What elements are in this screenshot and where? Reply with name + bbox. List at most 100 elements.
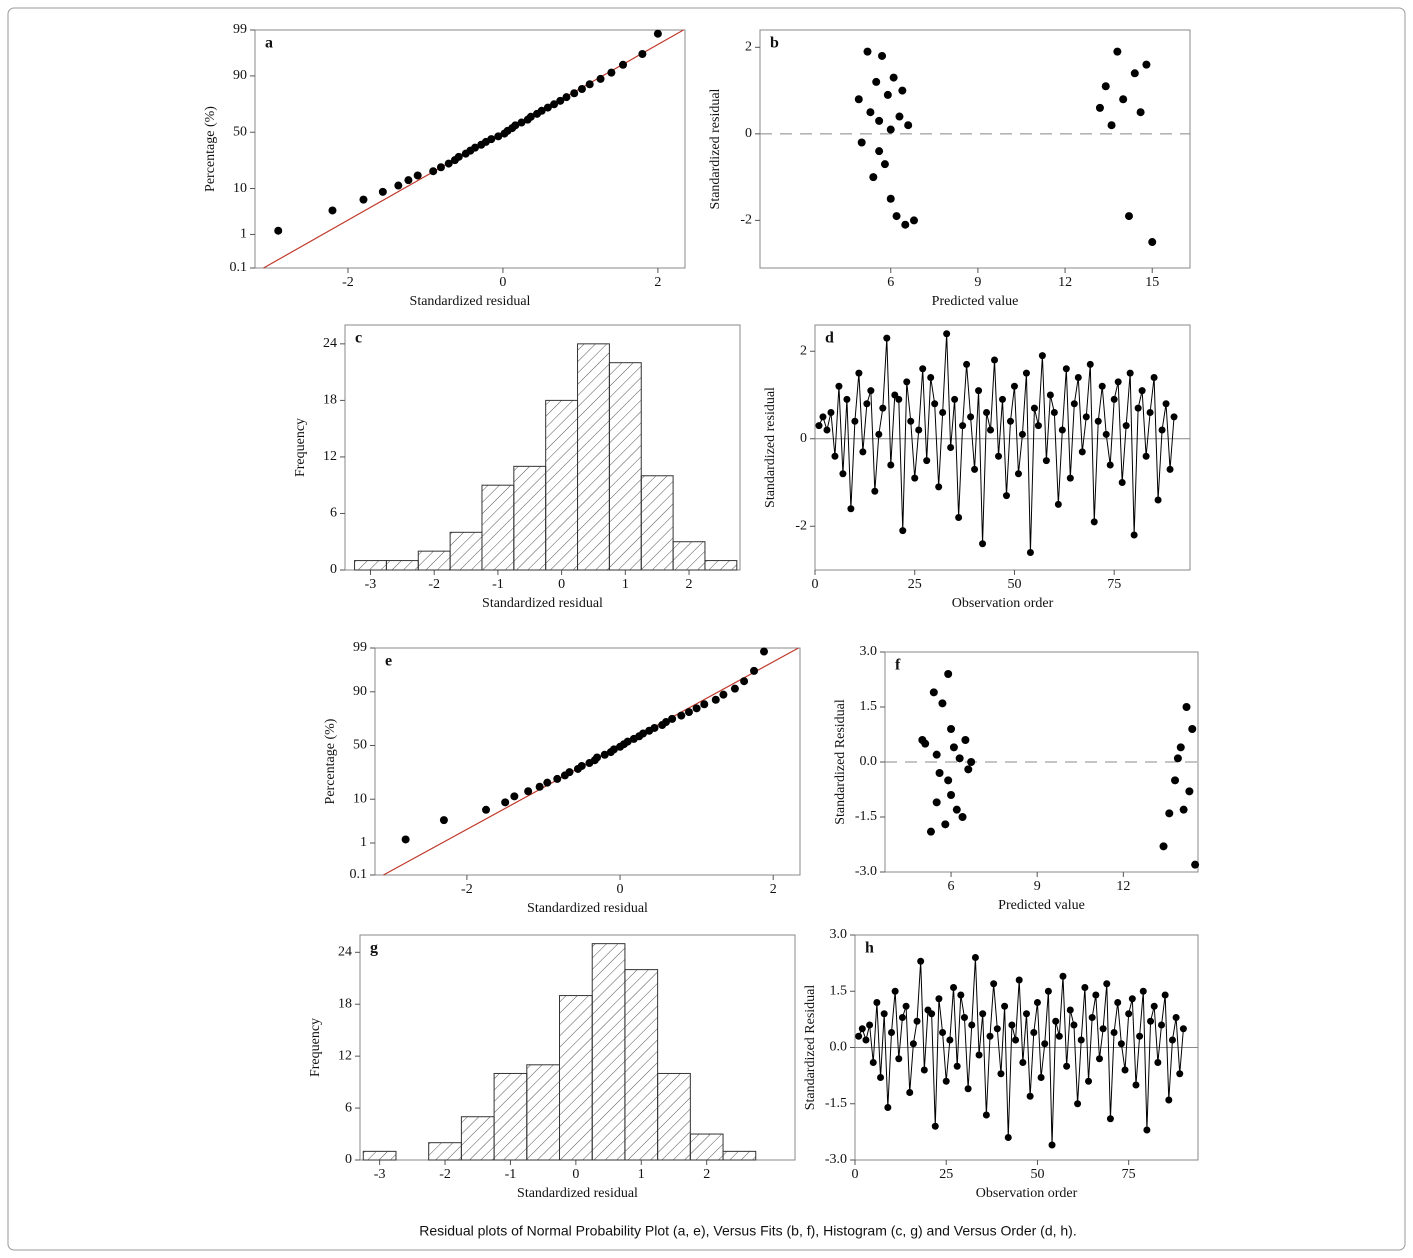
x-tick-label: 1 [622, 577, 629, 592]
y-tick-label: -3.0 [825, 1152, 847, 1167]
point [887, 195, 895, 203]
x-axis-label: Observation order [976, 1186, 1078, 1201]
point [1027, 549, 1034, 556]
point [944, 670, 952, 678]
point [892, 988, 899, 995]
point [938, 699, 946, 707]
y-tick-label: -3.0 [855, 864, 877, 879]
bar [705, 561, 737, 570]
x-tick-label: 6 [948, 879, 955, 894]
point [524, 787, 532, 795]
point [1165, 1097, 1172, 1104]
point [904, 121, 912, 129]
point [835, 383, 842, 390]
point [1169, 1037, 1176, 1044]
point [501, 798, 509, 806]
point [1081, 984, 1088, 991]
x-tick-label: 50 [1007, 577, 1021, 592]
y-tick-label: -1.5 [825, 1096, 847, 1111]
point [1132, 1082, 1139, 1089]
point [878, 52, 886, 60]
point [1096, 104, 1104, 112]
x-tick-label: 75 [1107, 577, 1121, 592]
x-tick-label: 25 [939, 1167, 953, 1182]
point [510, 792, 518, 800]
x-tick-label: 0 [852, 1167, 859, 1182]
point [593, 753, 601, 761]
y-tick-label: 10 [233, 181, 247, 196]
point [1162, 992, 1169, 999]
point [740, 677, 748, 685]
point [1127, 370, 1134, 377]
y-tick-label: 0.0 [860, 754, 878, 769]
point [1185, 787, 1193, 795]
x-tick-label: 0 [572, 1167, 579, 1182]
point [911, 475, 918, 482]
bar [592, 944, 625, 1160]
point [700, 700, 708, 708]
point [1108, 121, 1116, 129]
point [1087, 361, 1094, 368]
point [964, 765, 972, 773]
point [1067, 1007, 1074, 1014]
caption: Residual plots of Normal Probability Plo… [419, 1223, 1076, 1239]
point [943, 330, 950, 337]
point [1038, 1074, 1045, 1081]
y-tick-label: 1.5 [860, 699, 878, 714]
point [677, 712, 685, 720]
point [536, 783, 544, 791]
point [1085, 1078, 1092, 1085]
point [455, 153, 463, 161]
point [750, 667, 758, 675]
point [1171, 413, 1178, 420]
point [866, 1022, 873, 1029]
point [879, 405, 886, 412]
point [1001, 1003, 1008, 1010]
point [1019, 431, 1026, 438]
point [903, 378, 910, 385]
point [1142, 61, 1150, 69]
point [1148, 238, 1156, 246]
point [1129, 995, 1136, 1002]
point [1030, 1029, 1037, 1036]
point [855, 370, 862, 377]
point [543, 779, 551, 787]
y-tick-label: 90 [353, 684, 367, 699]
point [1122, 1067, 1129, 1074]
x-axis-label: Standardized residual [482, 596, 603, 611]
point [914, 1018, 921, 1025]
bar [386, 561, 418, 570]
x-tick-label: -2 [428, 577, 440, 592]
point [1099, 383, 1106, 390]
point [995, 453, 1002, 460]
bar [355, 561, 387, 570]
point [919, 365, 926, 372]
point [1011, 383, 1018, 390]
point [1165, 809, 1173, 817]
bar [418, 551, 450, 570]
bar [641, 476, 673, 570]
point [862, 1037, 869, 1044]
point [1015, 470, 1022, 477]
point [859, 448, 866, 455]
x-tick-label: 25 [908, 577, 922, 592]
point [1071, 400, 1078, 407]
panel-letter: h [865, 940, 874, 957]
point [1055, 501, 1062, 508]
point [1131, 69, 1139, 77]
x-tick-label: 12 [1116, 879, 1130, 894]
y-tick-label: 1.5 [830, 983, 848, 998]
point [893, 212, 901, 220]
y-axis-label: Frequency [293, 418, 308, 477]
point [1095, 418, 1102, 425]
point [990, 980, 997, 987]
point [1158, 1022, 1165, 1029]
point [935, 483, 942, 490]
point [923, 457, 930, 464]
y-tick-label: 99 [353, 640, 367, 655]
x-tick-label: 9 [974, 275, 981, 290]
x-tick-label: 0 [617, 882, 624, 897]
point [1183, 703, 1191, 711]
point [359, 196, 367, 204]
point [597, 75, 605, 83]
